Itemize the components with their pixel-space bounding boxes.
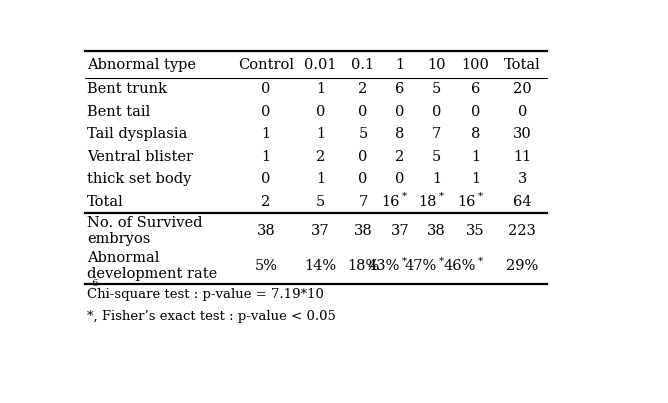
Text: 0: 0 xyxy=(261,172,271,186)
Text: Chi-square test : p-value = 7.19*10: Chi-square test : p-value = 7.19*10 xyxy=(87,288,324,301)
Text: 16: 16 xyxy=(457,195,476,209)
Text: thick set body: thick set body xyxy=(87,172,192,186)
Text: 2: 2 xyxy=(316,150,325,164)
Text: 223: 223 xyxy=(508,224,536,238)
Text: 0: 0 xyxy=(432,105,441,118)
Text: 0: 0 xyxy=(395,105,405,118)
Text: 1: 1 xyxy=(316,127,325,141)
Text: 1: 1 xyxy=(432,172,441,186)
Text: *: * xyxy=(438,256,444,265)
Text: 8: 8 xyxy=(395,127,405,141)
Text: 0: 0 xyxy=(395,172,405,186)
Text: Total: Total xyxy=(87,195,124,209)
Text: Abnormal
development rate: Abnormal development rate xyxy=(87,251,217,281)
Text: 5%: 5% xyxy=(255,260,277,273)
Text: 20: 20 xyxy=(513,82,532,96)
Text: 38: 38 xyxy=(427,224,446,238)
Text: 6: 6 xyxy=(395,82,405,96)
Text: 47%: 47% xyxy=(404,260,436,273)
Text: 7: 7 xyxy=(359,195,367,209)
Text: 100: 100 xyxy=(462,58,490,72)
Text: 2: 2 xyxy=(395,150,405,164)
Text: 0.01: 0.01 xyxy=(304,58,337,72)
Text: 0: 0 xyxy=(471,105,480,118)
Text: 0.1: 0.1 xyxy=(351,58,375,72)
Text: 0: 0 xyxy=(358,105,368,118)
Text: 16: 16 xyxy=(381,195,400,209)
Text: 18: 18 xyxy=(418,195,436,209)
Text: *: * xyxy=(478,191,482,200)
Text: 7: 7 xyxy=(432,127,441,141)
Text: 38: 38 xyxy=(257,224,275,238)
Text: 2: 2 xyxy=(261,195,271,209)
Text: 11: 11 xyxy=(513,150,531,164)
Text: 64: 64 xyxy=(513,195,532,209)
Text: 0: 0 xyxy=(316,105,325,118)
Text: Total: Total xyxy=(504,58,540,72)
Text: 3: 3 xyxy=(518,172,527,186)
Text: 1: 1 xyxy=(261,127,271,141)
Text: *: * xyxy=(402,256,407,265)
Text: 5: 5 xyxy=(432,150,441,164)
Text: 5: 5 xyxy=(316,195,325,209)
Text: *, Fisher’s exact test : p-value < 0.05: *, Fisher’s exact test : p-value < 0.05 xyxy=(87,310,336,323)
Text: 5: 5 xyxy=(432,82,441,96)
Text: Abnormal type: Abnormal type xyxy=(87,58,196,72)
Text: 1: 1 xyxy=(316,172,325,186)
Text: 0: 0 xyxy=(358,172,368,186)
Text: 14%: 14% xyxy=(305,260,337,273)
Text: 37: 37 xyxy=(391,224,409,238)
Text: 18%: 18% xyxy=(347,260,379,273)
Text: 2: 2 xyxy=(359,82,367,96)
Text: -6: -6 xyxy=(90,279,99,288)
Text: 1: 1 xyxy=(261,150,271,164)
Text: 0: 0 xyxy=(261,105,271,118)
Text: 29%: 29% xyxy=(506,260,538,273)
Text: 1: 1 xyxy=(471,172,480,186)
Text: 35: 35 xyxy=(466,224,485,238)
Text: 0: 0 xyxy=(358,150,368,164)
Text: 43%: 43% xyxy=(367,260,400,273)
Text: 30: 30 xyxy=(513,127,532,141)
Text: Bent tail: Bent tail xyxy=(87,105,150,118)
Text: 1: 1 xyxy=(471,150,480,164)
Text: *: * xyxy=(402,191,407,200)
Text: 1: 1 xyxy=(395,58,405,72)
Text: 37: 37 xyxy=(311,224,330,238)
Text: Bent trunk: Bent trunk xyxy=(87,82,167,96)
Text: 8: 8 xyxy=(471,127,480,141)
Text: Tail dysplasia: Tail dysplasia xyxy=(87,127,188,141)
Text: 5: 5 xyxy=(359,127,367,141)
Text: Ventral blister: Ventral blister xyxy=(87,150,193,164)
Text: 6: 6 xyxy=(471,82,480,96)
Text: No. of Survived
embryos: No. of Survived embryos xyxy=(87,216,202,246)
Text: *: * xyxy=(478,256,482,265)
Text: 0: 0 xyxy=(518,105,527,118)
Text: Control: Control xyxy=(238,58,294,72)
Text: 46%: 46% xyxy=(443,260,476,273)
Text: 1: 1 xyxy=(316,82,325,96)
Text: 0: 0 xyxy=(261,82,271,96)
Text: *: * xyxy=(438,191,444,200)
Text: 10: 10 xyxy=(427,58,446,72)
Text: 38: 38 xyxy=(353,224,373,238)
